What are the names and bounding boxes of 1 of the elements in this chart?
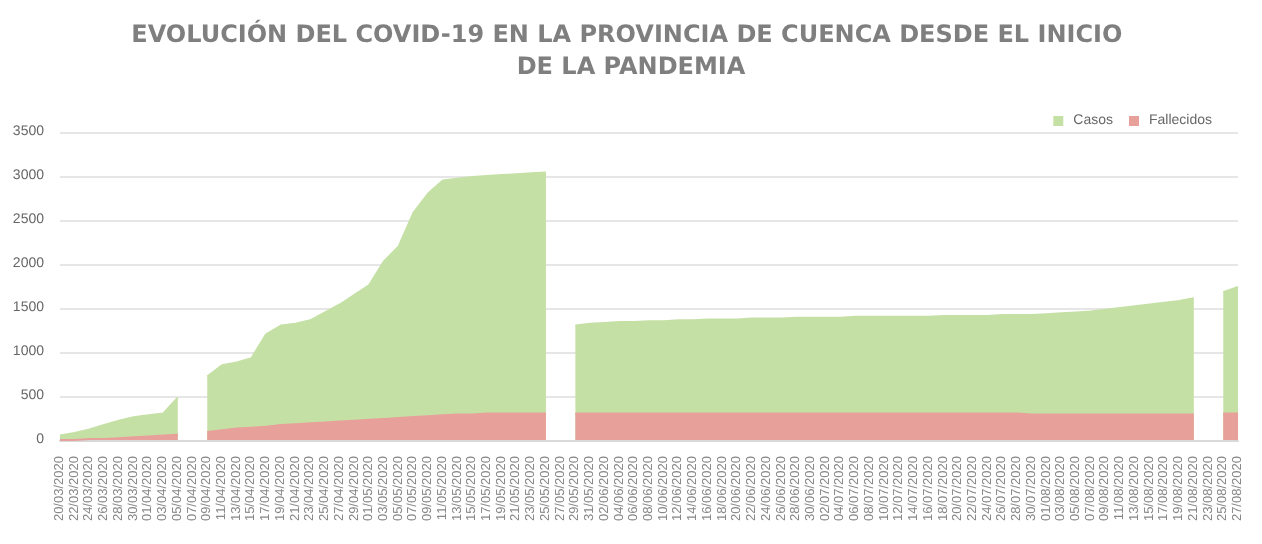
chart-title: EVOLUCIÓN DEL COVID-19 EN LA PROVINCIA DE CUENCA DESDE EL INICIO DE LA PANDEMIA bbox=[131, 18, 1131, 80]
